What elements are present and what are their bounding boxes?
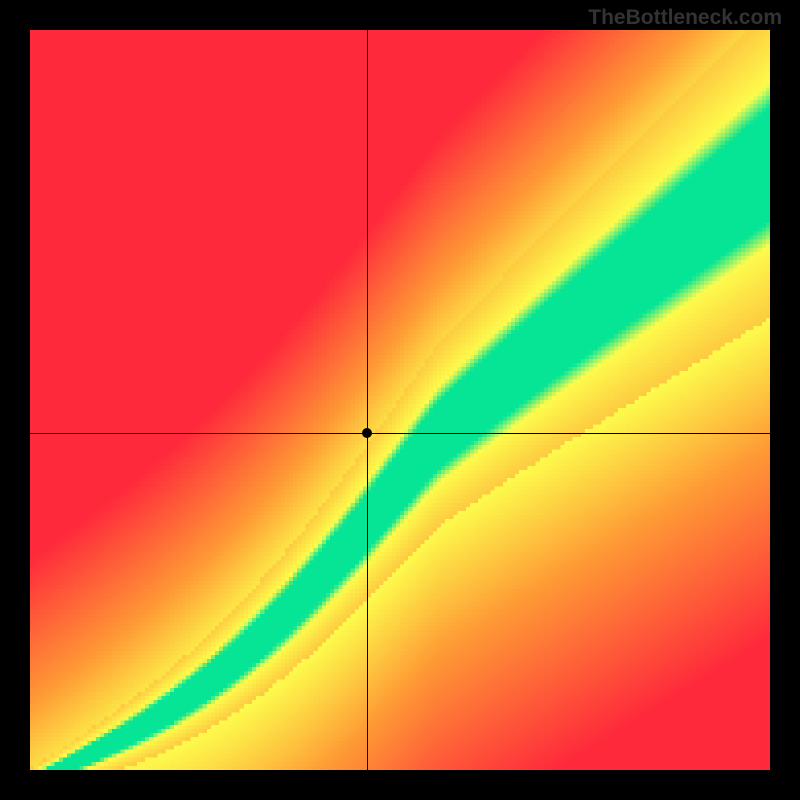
data-point-marker [362, 428, 372, 438]
heatmap-plot [30, 30, 770, 770]
crosshair-horizontal [30, 433, 770, 434]
crosshair-vertical [367, 30, 368, 770]
heatmap-canvas [30, 30, 770, 770]
watermark-text: TheBottleneck.com [588, 6, 782, 30]
